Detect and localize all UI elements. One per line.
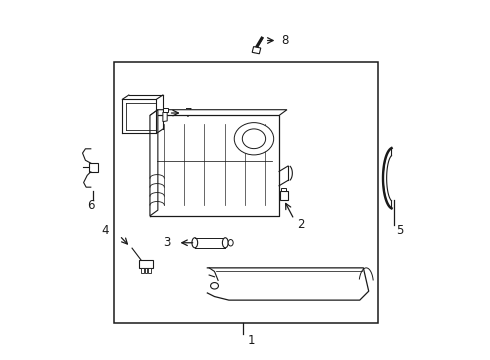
Text: 1: 1 — [247, 334, 255, 347]
Text: 5: 5 — [396, 224, 403, 237]
Polygon shape — [141, 268, 144, 273]
Text: 2: 2 — [297, 217, 304, 231]
Polygon shape — [150, 110, 158, 216]
Polygon shape — [150, 110, 287, 116]
Ellipse shape — [243, 129, 266, 149]
Polygon shape — [252, 46, 261, 54]
Text: 3: 3 — [163, 236, 171, 249]
Text: 6: 6 — [87, 199, 95, 212]
Ellipse shape — [192, 238, 197, 248]
Ellipse shape — [222, 238, 228, 248]
Polygon shape — [163, 108, 168, 112]
Polygon shape — [207, 268, 368, 300]
Text: 7: 7 — [186, 107, 193, 120]
Polygon shape — [280, 191, 288, 200]
Text: 4: 4 — [101, 224, 109, 237]
Polygon shape — [89, 163, 98, 172]
Polygon shape — [163, 112, 167, 122]
Ellipse shape — [228, 239, 233, 246]
Polygon shape — [139, 260, 153, 268]
Polygon shape — [148, 268, 151, 273]
Polygon shape — [281, 188, 286, 191]
Ellipse shape — [234, 123, 274, 155]
Bar — [114, 62, 378, 323]
Text: 8: 8 — [281, 34, 288, 47]
Ellipse shape — [211, 283, 219, 289]
Polygon shape — [145, 268, 147, 273]
